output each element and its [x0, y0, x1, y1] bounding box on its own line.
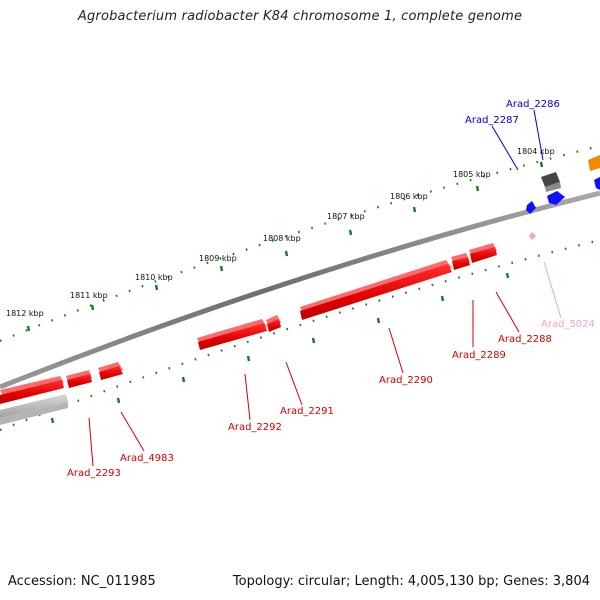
kbp-label: 1805 kbp [453, 170, 491, 179]
gene-grey-left[interactable] [0, 394, 68, 425]
major-tick [181, 376, 186, 383]
kbp-label: 1808 kbp [263, 234, 301, 243]
major-tick [26, 325, 31, 332]
gene-label-arad-2289[interactable]: Arad_2289 [452, 350, 506, 361]
accession-text: Accession: NC_011985 [8, 574, 156, 589]
major-tick [440, 295, 445, 302]
gene-label-arad-2287[interactable]: Arad_2287 [465, 115, 519, 126]
gene-label-arad-2291[interactable]: Arad_2291 [280, 406, 334, 417]
gene-arad-4983b[interactable] [98, 362, 123, 380]
gene-label-arad-2293[interactable]: Arad_2293 [67, 468, 121, 479]
gene-arad-2288[interactable] [469, 243, 497, 263]
major-tick [90, 304, 95, 311]
major-tick [505, 272, 510, 279]
gene-label-arad-2292[interactable]: Arad_2292 [228, 422, 282, 433]
major-tick [412, 206, 417, 213]
gene-arad-5024[interactable] [529, 232, 536, 240]
genome-summary-text: Topology: circular; Length: 4,005,130 bp… [232, 574, 590, 589]
genome-backbone [0, 190, 600, 390]
major-tick [348, 229, 353, 236]
major-tick [50, 417, 55, 424]
gene-arad-2293[interactable] [0, 376, 64, 404]
gene-label-arad-2290[interactable]: Arad_2290 [379, 375, 433, 386]
gene-arad-4983[interactable] [66, 370, 92, 388]
major-tick [539, 161, 544, 168]
major-tick [284, 250, 289, 257]
gene-orange[interactable] [588, 155, 600, 171]
major-tick [376, 317, 381, 324]
outer-ruler [0, 144, 600, 343]
gene-arad-2291[interactable] [266, 315, 281, 332]
kbp-label: 1810 kbp [135, 273, 173, 282]
gene-arad-2290[interactable] [300, 260, 452, 320]
inner-ruler [0, 238, 600, 432]
kbp-label: 1807 kbp [327, 212, 365, 221]
gene-blue-right[interactable] [594, 177, 600, 190]
inner-ruler-dots [0, 238, 600, 432]
callout-lines [88, 109, 562, 467]
gene-arad-2286[interactable] [541, 172, 561, 192]
other-genes[interactable] [526, 155, 600, 240]
major-tick [246, 355, 251, 362]
kbp-label: 1806 kbp [390, 192, 428, 201]
kbp-label: 1804 kbp [517, 147, 555, 156]
major-tick [116, 397, 121, 404]
major-tick [219, 265, 224, 272]
major-tick [154, 284, 159, 291]
gene-arad-2292[interactable] [197, 319, 267, 350]
gene-labels: Arad_2286 Arad_2287 Arad_2288 Arad_2289 … [67, 99, 595, 479]
gene-label-arad-2288[interactable]: Arad_2288 [498, 334, 552, 345]
gene-label-arad-4983[interactable]: Arad_4983 [120, 453, 174, 464]
kbp-label: 1811 kbp [70, 291, 108, 300]
map-title: Agrobacterium radiobacter K84 chromosome… [77, 9, 523, 24]
gene-arad-2287[interactable] [526, 191, 565, 214]
major-tick [475, 185, 480, 192]
forward-genes[interactable] [0, 243, 497, 404]
gene-label-arad-2286[interactable]: Arad_2286 [506, 99, 560, 110]
outer-ruler-dots [0, 144, 600, 343]
major-tick [311, 337, 316, 344]
gene-arad-2289[interactable] [451, 253, 470, 270]
kbp-label: 1809 kbp [199, 254, 237, 263]
gene-label-arad-5024[interactable]: Arad_5024 [541, 319, 595, 330]
kbp-label: 1812 kbp [6, 309, 44, 318]
kbp-labels: 1804 kbp 1805 kbp 1806 kbp 1807 kbp 1808… [6, 147, 555, 318]
